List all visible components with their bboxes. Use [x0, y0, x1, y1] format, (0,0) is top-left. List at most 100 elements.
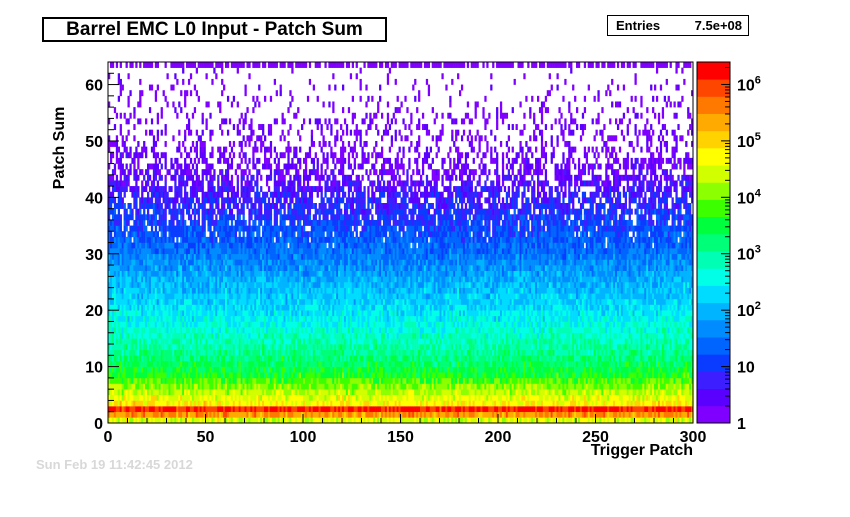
heatmap-cell	[170, 293, 173, 300]
heatmap-cell	[193, 360, 197, 367]
heatmap-cell	[232, 389, 236, 396]
heatmap-cell	[273, 231, 276, 238]
heatmap-cell	[306, 383, 310, 390]
heatmap-cell	[303, 315, 306, 322]
heatmap-cell	[174, 310, 177, 317]
heatmap-cell	[121, 338, 124, 345]
heatmap-cell	[267, 315, 271, 322]
heatmap-cell	[199, 265, 202, 271]
heatmap-cell	[184, 417, 187, 424]
heatmap-cell	[187, 389, 191, 396]
heatmap-cell	[108, 219, 111, 226]
heatmap-cell	[244, 344, 247, 350]
heatmap-cell	[186, 332, 189, 339]
heatmap-cell	[170, 259, 173, 266]
heatmap-cell	[277, 270, 280, 277]
heatmap-cell	[150, 298, 154, 305]
heatmap-cell	[291, 360, 294, 367]
heatmap-cell	[201, 248, 204, 255]
heatmap-cell	[164, 186, 167, 193]
heatmap-cell	[219, 152, 222, 159]
heatmap-cell	[193, 389, 197, 396]
heatmap-cell	[117, 344, 120, 350]
heatmap-cell	[176, 389, 179, 396]
heatmap-cell	[135, 219, 138, 226]
heatmap-cell	[108, 281, 111, 288]
heatmap-cell	[246, 321, 249, 328]
heatmap-cell	[271, 372, 275, 379]
heatmap-cell	[277, 265, 280, 271]
heatmap-cell	[293, 219, 296, 226]
heatmap-cell	[275, 315, 278, 322]
heatmap-cell	[207, 236, 210, 243]
heatmap-cell	[135, 146, 138, 153]
heatmap-cell	[289, 298, 292, 305]
heatmap-cell	[228, 293, 232, 300]
heatmap-cell	[109, 197, 113, 204]
heatmap-cell	[299, 208, 302, 215]
heatmap-cell	[141, 377, 144, 384]
heatmap-cell	[143, 281, 146, 288]
heatmap-cell	[273, 332, 276, 339]
heatmap-cell	[314, 231, 317, 238]
heatmap-cell	[150, 62, 154, 68]
heatmap-cell	[154, 389, 158, 396]
heatmap-cell	[211, 208, 214, 215]
heatmap-cell	[164, 310, 167, 317]
heatmap-cell	[304, 411, 308, 418]
heatmap-cell	[223, 332, 226, 339]
heatmap-cell	[297, 129, 300, 136]
heatmap-cell	[303, 321, 306, 328]
heatmap-cell	[168, 315, 171, 322]
heatmap-cell	[117, 197, 120, 204]
heatmap-cell	[203, 332, 206, 339]
heatmap-cell	[168, 236, 171, 243]
heatmap-cell	[285, 355, 288, 362]
heatmap-cell	[226, 231, 230, 238]
heatmap-cell	[223, 276, 226, 283]
heatmap-cell	[191, 163, 195, 170]
heatmap-cell	[295, 203, 298, 209]
heatmap-cell	[199, 152, 202, 159]
heatmap-cell	[256, 259, 259, 266]
heatmap-cell	[279, 180, 282, 187]
heatmap-cell	[193, 327, 197, 334]
heatmap-cell	[119, 191, 122, 198]
heatmap-cell	[152, 231, 156, 238]
heatmap-cell	[269, 394, 273, 401]
heatmap-cell	[152, 411, 156, 418]
heatmap-cell	[176, 338, 179, 345]
heatmap-cell	[191, 315, 195, 322]
heatmap-cell	[240, 349, 243, 356]
heatmap-cell	[170, 276, 173, 283]
heatmap-cell	[308, 191, 312, 198]
heatmap-cell	[281, 321, 284, 328]
heatmap-cell	[119, 304, 122, 311]
heatmap-cells	[108, 62, 694, 424]
heatmap-cell	[176, 394, 179, 401]
heatmap-cell	[127, 298, 130, 305]
heatmap-cell	[195, 366, 198, 373]
heatmap-cell	[238, 208, 241, 215]
heatmap-cell	[265, 231, 269, 238]
heatmap-cell	[152, 191, 156, 198]
heatmap-cell	[172, 242, 175, 249]
heatmap-cell	[187, 129, 191, 136]
heatmap-cell	[186, 406, 189, 413]
heatmap-cell	[232, 62, 236, 68]
heatmap-cell	[145, 259, 148, 266]
heatmap-cell	[213, 338, 216, 345]
heatmap-cell	[262, 197, 265, 204]
heatmap-cell	[115, 315, 119, 322]
heatmap-cell	[109, 281, 113, 288]
heatmap-cell	[308, 186, 312, 193]
heatmap-cell	[195, 225, 198, 232]
heatmap-cell	[131, 383, 134, 390]
heatmap-cell	[201, 394, 204, 401]
heatmap-cell	[131, 242, 134, 249]
heatmap-cell	[207, 377, 210, 384]
heatmap-cell	[162, 366, 165, 373]
heatmap-cell	[283, 197, 286, 204]
heatmap-cell	[258, 400, 261, 407]
heatmap-cell	[108, 315, 111, 322]
